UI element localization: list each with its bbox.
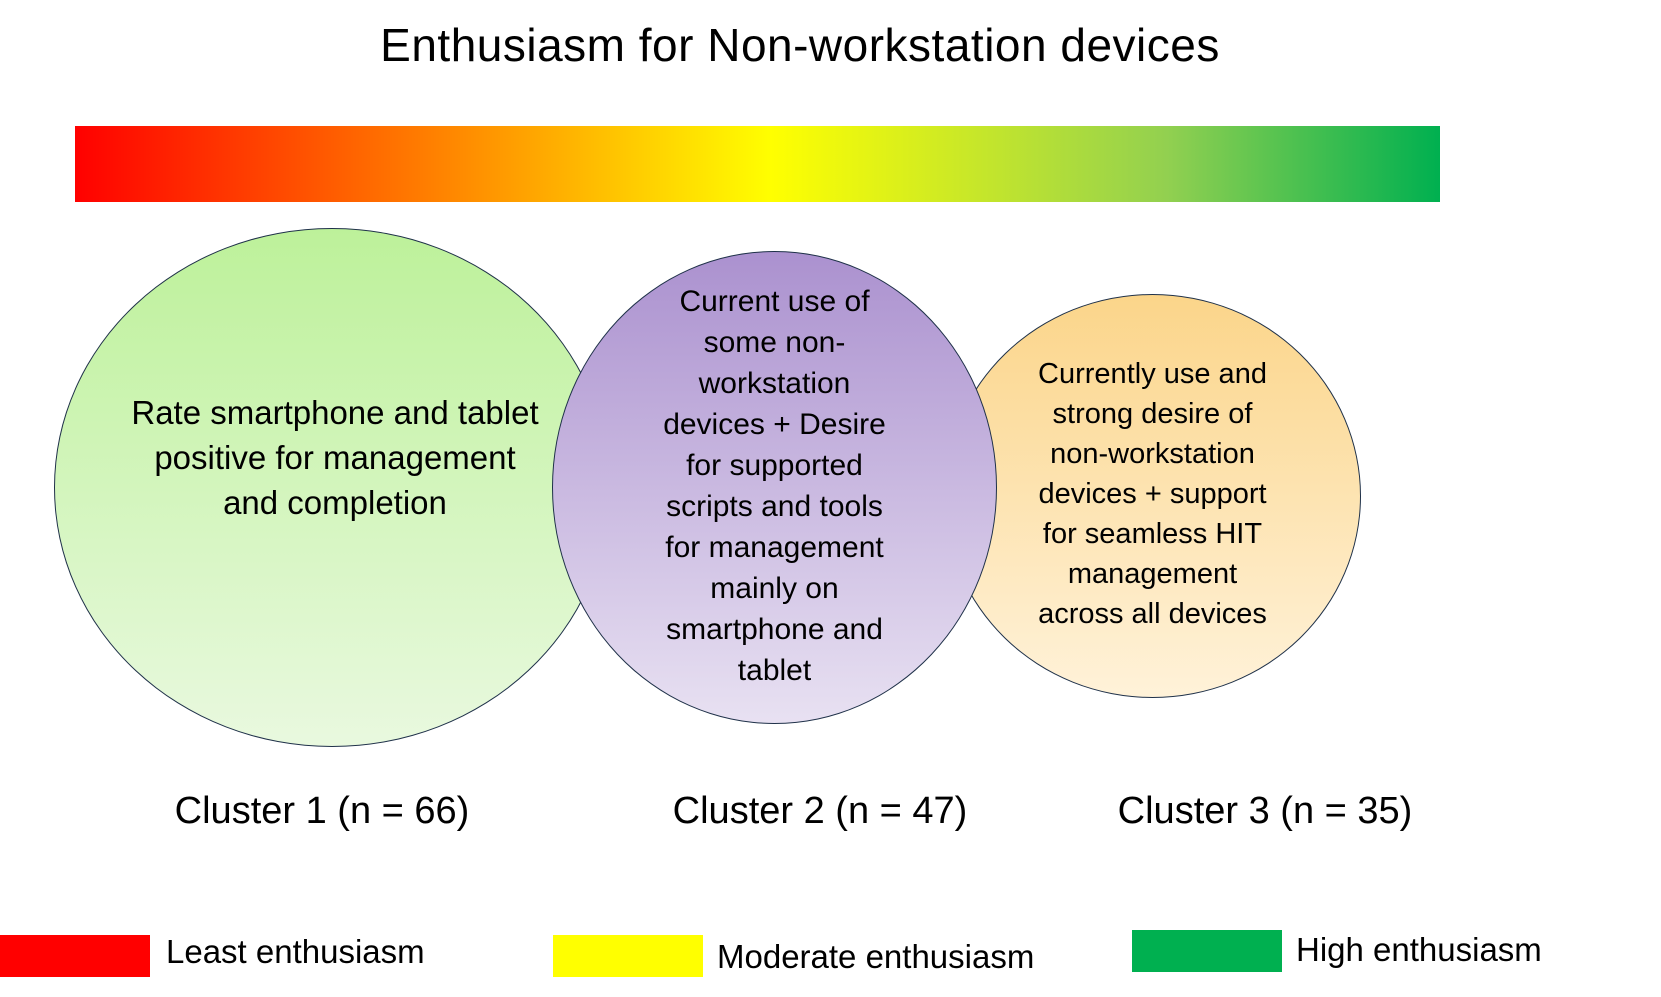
cluster-2-circle: Current use of some non- workstation dev…	[552, 251, 997, 724]
cluster-3-label: Cluster 3 (n = 35)	[1117, 790, 1413, 832]
cluster-3-description: Currently use and strong desire of non-w…	[1038, 358, 1267, 630]
legend-label-least: Least enthusiasm	[166, 933, 425, 970]
cluster-2-label: Cluster 2 (n = 47)	[672, 790, 968, 832]
cluster-1-label: Cluster 1 (n = 66)	[174, 790, 470, 832]
diagram-title: Enthusiasm for Non-workstation devices	[380, 19, 1220, 71]
legend-swatch-least	[0, 935, 150, 977]
cluster-1-circle: Rate smartphone and tablet positive for …	[54, 228, 610, 747]
legend-swatch-moderate	[553, 935, 703, 977]
cluster-2-description: Current use of some non- workstation dev…	[663, 285, 886, 687]
legend-label-high: High enthusiasm	[1296, 931, 1542, 968]
legend-label-moderate: Moderate enthusiasm	[717, 938, 1035, 975]
cluster-1-description: Rate smartphone and tablet positive for …	[131, 394, 539, 521]
cluster-3-circle: Currently use and strong desire of non-w…	[944, 294, 1361, 698]
enthusiasm-gradient-bar	[75, 126, 1440, 202]
legend-swatch-high	[1132, 930, 1282, 972]
